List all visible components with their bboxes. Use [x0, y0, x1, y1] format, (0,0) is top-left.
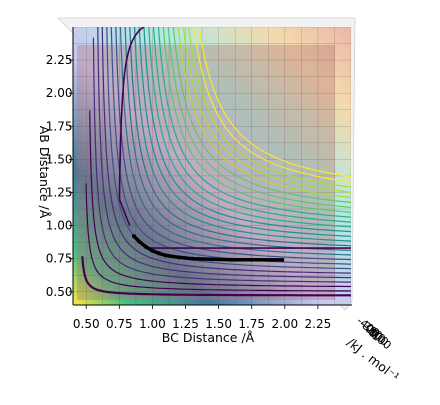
y-tick-label: 2.00 [46, 86, 73, 100]
x-tick-label: 0.75 [106, 317, 133, 331]
trajectory-point [157, 251, 162, 256]
contour-line [182, 27, 351, 193]
x-tick-label: 2.25 [305, 317, 332, 331]
x-tick-label: 1.50 [205, 317, 232, 331]
y-tick-label: 0.75 [46, 252, 73, 266]
contour-line [119, 27, 351, 256]
contour-line [138, 27, 351, 237]
trajectory-point [280, 257, 285, 262]
trajectory-point [137, 239, 142, 244]
trajectory-point [131, 234, 136, 239]
x-ticks: 0.50 0.75 1.00 1.25 1.50 1.75 2.00 2.25 [73, 305, 331, 331]
trajectory-point [150, 248, 155, 253]
y-tick-label: 1.25 [46, 185, 73, 199]
contour-line [193, 27, 351, 183]
contour-line [162, 27, 351, 213]
x-tick-label: 1.00 [139, 317, 166, 331]
y-ticks: 0.50 0.75 1.00 1.25 1.50 1.75 2.00 2.25 [46, 53, 73, 299]
contour-line [198, 27, 351, 178]
trajectory-point [229, 257, 234, 262]
contour-line [110, 27, 351, 265]
trajectory-point [249, 257, 254, 262]
contour-line [89, 110, 351, 288]
contour-line-well [118, 27, 145, 226]
contour-line [157, 27, 351, 218]
x-tick-label: 1.25 [172, 317, 199, 331]
y-tick-label: 2.25 [46, 53, 73, 67]
contour-line [133, 27, 351, 242]
contour-line [97, 27, 351, 279]
trajectory-point [163, 253, 168, 258]
y-tick-label: 0.50 [46, 285, 73, 299]
y-tick-label: 1.00 [46, 219, 73, 233]
contour-line [187, 27, 351, 188]
contour-line [152, 27, 351, 223]
trajectory-point [269, 257, 274, 262]
x-axis-label: BC Distance /Å [162, 330, 255, 345]
y-tick-label: 1.50 [46, 152, 73, 166]
trajectory-point [210, 257, 214, 262]
contour-line [172, 27, 351, 204]
contour-line [148, 27, 351, 228]
contour-line [143, 27, 351, 233]
trajectory-point [190, 256, 195, 261]
y-axis-label: AB Distance /Å [37, 126, 52, 219]
trajectory [131, 234, 285, 262]
x-tick-label: 0.50 [73, 317, 100, 331]
contour-line [85, 183, 351, 292]
trajectory-point [176, 255, 181, 260]
x-tick-label: 1.75 [238, 317, 265, 331]
trajectory-point [143, 244, 148, 249]
contour-line [92, 37, 351, 283]
contour-line [101, 27, 351, 274]
contour-line [81, 256, 351, 297]
contour-line [129, 27, 351, 247]
contour-line [167, 27, 351, 209]
contour-line [115, 27, 351, 261]
plot-area [73, 27, 351, 305]
y-tick-label: 1.75 [46, 119, 73, 133]
x-tick-label: 2.00 [271, 317, 298, 331]
contour-line [177, 27, 351, 198]
